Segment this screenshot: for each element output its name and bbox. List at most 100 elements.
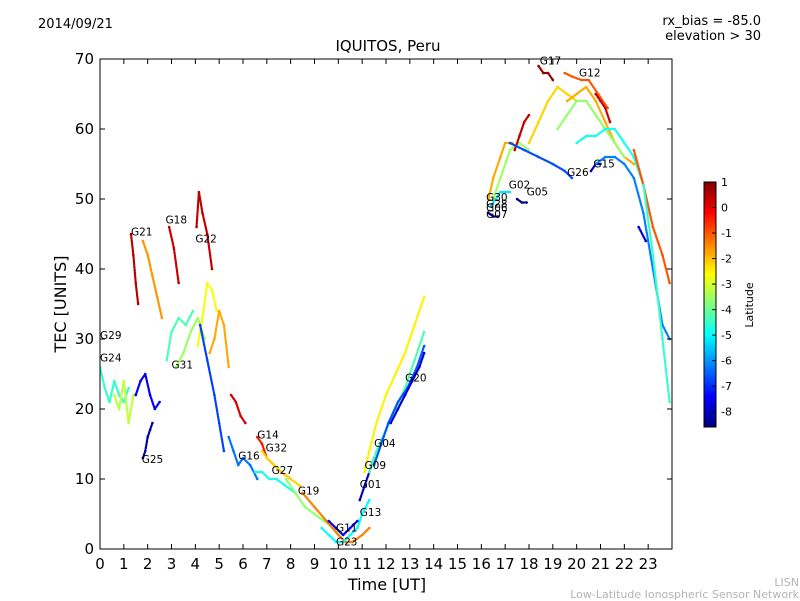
- data-point: [227, 435, 230, 439]
- data-point: [522, 120, 526, 124]
- data-point: [422, 344, 426, 348]
- series-track: [195, 190, 214, 271]
- series-g02: [489, 190, 512, 208]
- sat-label: G06: [486, 203, 508, 215]
- data-point: [584, 85, 588, 89]
- data-point: [151, 421, 154, 425]
- data-point: [565, 99, 569, 103]
- x-tick-label: 15: [448, 555, 467, 573]
- y-tick-label: 70: [75, 50, 94, 68]
- series-track: [134, 372, 161, 411]
- data-point: [184, 323, 188, 327]
- series-g23: [301, 491, 371, 544]
- data-point: [172, 246, 176, 250]
- colorbar-tick-label: -4: [721, 304, 732, 317]
- data-point: [160, 316, 164, 320]
- data-point: [303, 505, 307, 509]
- data-point: [177, 316, 180, 320]
- data-point: [563, 71, 567, 75]
- data-point: [141, 239, 145, 243]
- data-point: [198, 323, 202, 327]
- colorbar-ticks: 1 0 -1 -2 -3 -4 -5 -6 -7 -8: [712, 176, 732, 419]
- data-point: [117, 407, 121, 411]
- data-point: [327, 519, 331, 523]
- data-point: [594, 134, 598, 138]
- data-point: [158, 400, 161, 404]
- data-point: [117, 393, 121, 397]
- data-point: [348, 533, 352, 537]
- data-point: [113, 393, 116, 397]
- data-point: [491, 176, 495, 180]
- colorbar-tick-label: 0: [721, 202, 728, 215]
- data-point: [375, 421, 378, 425]
- data-point: [108, 400, 111, 404]
- sat-label: G30: [486, 192, 508, 204]
- sat-label: G16: [238, 450, 260, 462]
- data-point: [327, 533, 331, 537]
- data-point: [284, 477, 288, 481]
- data-point: [613, 127, 617, 131]
- colorbar-tick-label: -7: [721, 380, 732, 393]
- sat-label: G21: [131, 226, 153, 238]
- data-point: [143, 372, 147, 376]
- series-track: [227, 435, 259, 481]
- colorbar-tick-label: 1: [721, 176, 728, 189]
- data-point: [205, 281, 209, 285]
- data-point: [499, 190, 502, 194]
- data-point: [494, 197, 497, 201]
- data-point: [589, 169, 593, 173]
- data-point: [410, 379, 414, 383]
- data-point: [141, 456, 145, 460]
- data-point: [213, 393, 216, 397]
- data-point: [205, 358, 209, 362]
- x-tick-label: 5: [214, 555, 224, 573]
- data-point: [603, 127, 607, 131]
- data-point: [267, 477, 271, 481]
- sat-label: G05: [527, 187, 549, 199]
- data-point: [208, 351, 211, 355]
- x-tick-label: 6: [238, 555, 248, 573]
- x-tick-label: 8: [286, 555, 296, 573]
- series-g07: [487, 211, 500, 218]
- data-point: [384, 393, 388, 397]
- series-g11: [327, 519, 359, 537]
- series-g21: [129, 232, 140, 306]
- series-track: [594, 92, 612, 124]
- data-point: [637, 225, 640, 229]
- data-point: [232, 449, 235, 453]
- data-point: [387, 421, 390, 425]
- chart-title: IQUITOS, Peru: [335, 37, 441, 55]
- data-point: [491, 197, 495, 201]
- data-point: [372, 463, 376, 467]
- data-point: [489, 204, 493, 208]
- data-point: [503, 141, 507, 145]
- data-point: [518, 141, 521, 145]
- data-point: [217, 309, 221, 313]
- data-point: [155, 295, 159, 299]
- data-point: [563, 169, 567, 173]
- series-g26: [508, 141, 574, 180]
- data-point: [255, 477, 259, 481]
- sat-label: G02: [509, 180, 531, 192]
- data-point: [565, 92, 569, 96]
- data-point: [575, 92, 578, 96]
- data-point: [227, 365, 230, 369]
- data-point: [556, 85, 559, 89]
- data-point: [603, 120, 607, 124]
- data-point: [413, 323, 416, 327]
- data-point: [272, 463, 276, 467]
- data-point: [594, 99, 598, 103]
- colorbar-gradient: [703, 181, 717, 428]
- data-point: [360, 512, 364, 516]
- data-point: [642, 183, 645, 187]
- data-point: [260, 449, 264, 453]
- data-point: [265, 456, 269, 460]
- data-point: [584, 134, 588, 138]
- sat-label: G13: [360, 507, 382, 519]
- sat-label: G19: [298, 485, 320, 497]
- colorbar-tick-label: -2: [721, 253, 732, 266]
- series-g05: [515, 197, 528, 204]
- data-point: [260, 470, 264, 474]
- data-point: [201, 316, 204, 320]
- series-g22: [195, 190, 214, 271]
